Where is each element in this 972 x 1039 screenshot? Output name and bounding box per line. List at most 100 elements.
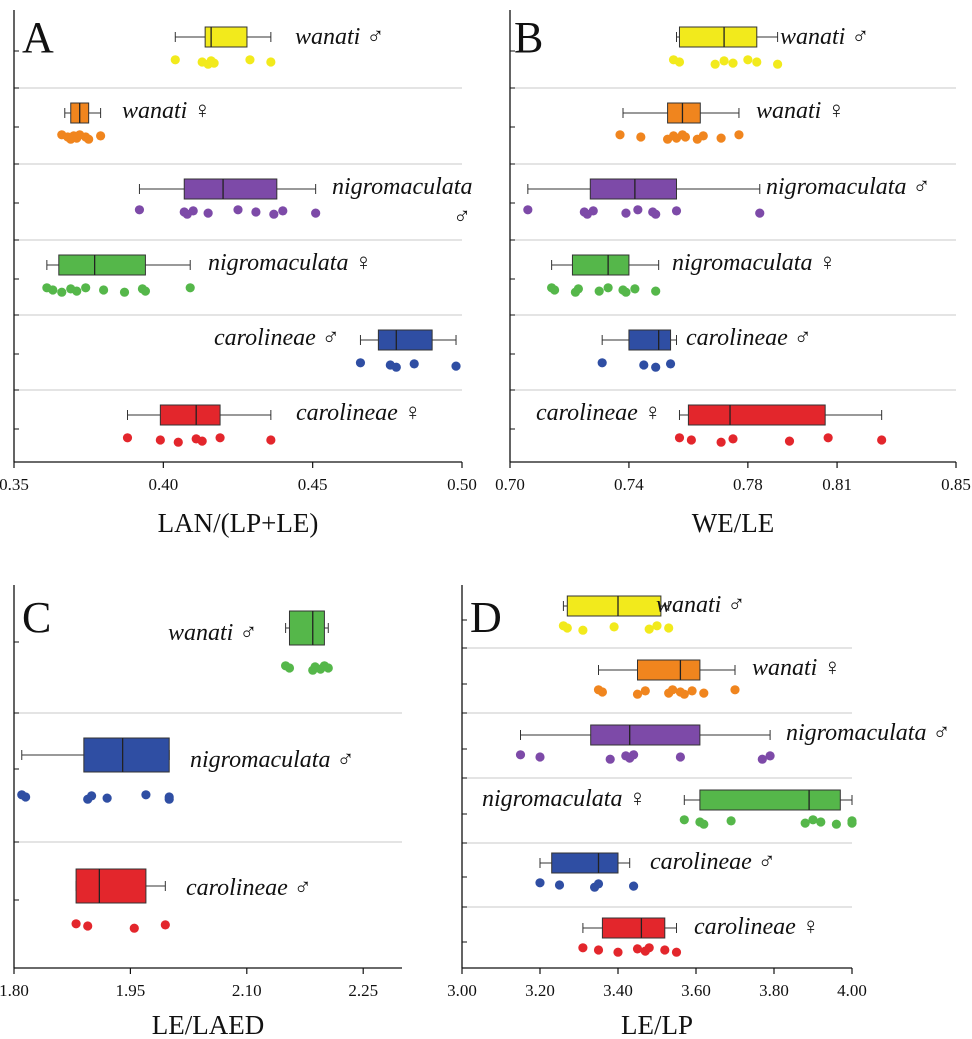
data-point bbox=[651, 362, 661, 372]
box bbox=[628, 329, 672, 351]
panel-c: 1.80 1.95 2.10 2.25 LE/LAED C wanati ♂ nigromac… bbox=[0, 585, 402, 1039]
data-point bbox=[831, 819, 842, 829]
group-label: nigromaculata ♂ bbox=[190, 747, 354, 773]
group-label: carolineae ♂ bbox=[686, 325, 812, 351]
box bbox=[589, 178, 678, 200]
box bbox=[377, 329, 433, 351]
data-point bbox=[639, 360, 649, 370]
data-point bbox=[755, 208, 765, 218]
group-carolineae-female: carolineae ♀ bbox=[122, 400, 422, 447]
group-nigromaculata-female: nigromaculata ♀ bbox=[482, 786, 857, 829]
data-point bbox=[83, 921, 93, 931]
data-point bbox=[119, 287, 130, 297]
box bbox=[551, 852, 619, 874]
group-label: wanati ♂ bbox=[780, 24, 869, 50]
data-point bbox=[679, 815, 689, 825]
group-label: wanati ♂ bbox=[656, 592, 745, 618]
x-tick-label: 3.40 bbox=[603, 981, 633, 1000]
group-label-sex: ♂ bbox=[453, 204, 471, 230]
data-point bbox=[687, 686, 697, 696]
group-wanati-male: wanati ♂ bbox=[558, 592, 745, 635]
data-point bbox=[800, 818, 810, 828]
data-point bbox=[278, 206, 288, 216]
group-label: carolineae ♀ bbox=[296, 400, 422, 426]
data-point bbox=[134, 205, 145, 215]
data-point bbox=[209, 58, 219, 68]
data-point bbox=[593, 945, 604, 955]
data-point bbox=[719, 56, 729, 66]
data-point bbox=[251, 207, 261, 217]
data-point bbox=[765, 751, 775, 761]
data-point bbox=[632, 689, 643, 699]
group-nigromaculata-male: nigromaculata ♂ bbox=[515, 720, 950, 764]
data-point bbox=[588, 206, 598, 216]
data-point bbox=[409, 359, 419, 369]
data-point bbox=[730, 685, 740, 695]
group-label: wanati ♀ bbox=[756, 98, 845, 124]
data-point bbox=[102, 793, 112, 803]
group-wanati-female: wanati ♀ bbox=[615, 98, 845, 144]
data-point bbox=[716, 437, 726, 447]
group-nigromaculata-male: nigromaculata ♂ bbox=[17, 737, 354, 804]
data-point bbox=[680, 132, 691, 142]
data-point bbox=[679, 689, 689, 699]
panel-d: 3.00 3.20 3.40 3.60 3.80 4.00 LE/LP D wanati ♂ wa… bbox=[447, 585, 950, 1039]
data-point bbox=[140, 286, 151, 296]
data-point bbox=[726, 816, 736, 826]
group-nigromaculata-male: nigromaculata ♂ bbox=[134, 174, 472, 230]
x-tick-label: 1.95 bbox=[116, 981, 146, 1000]
data-point bbox=[269, 209, 279, 219]
x-tick-label: 0.81 bbox=[822, 475, 852, 494]
x-tick-label: 1.80 bbox=[0, 981, 29, 1000]
data-point bbox=[84, 134, 94, 144]
data-point bbox=[48, 285, 58, 295]
box bbox=[571, 254, 630, 276]
data-point bbox=[129, 923, 139, 933]
x-axis-title: WE/LE bbox=[692, 508, 774, 538]
x-tick-label: 0.45 bbox=[298, 475, 328, 494]
group-carolineae-male: carolineae ♂ bbox=[597, 325, 812, 372]
group-label: carolineae ♂ bbox=[214, 325, 340, 351]
data-point bbox=[197, 436, 207, 446]
data-point bbox=[629, 881, 639, 891]
data-point bbox=[652, 621, 662, 631]
data-point bbox=[141, 790, 151, 800]
data-point bbox=[668, 685, 678, 695]
box bbox=[58, 254, 146, 276]
data-point bbox=[686, 435, 696, 445]
data-point bbox=[728, 434, 738, 444]
box bbox=[667, 102, 701, 124]
data-point bbox=[21, 792, 31, 802]
data-point bbox=[245, 55, 255, 65]
group-wanati-female: wanati ♀ bbox=[593, 655, 841, 699]
x-tick-label: 0.35 bbox=[0, 475, 29, 494]
data-point bbox=[550, 285, 560, 295]
data-point bbox=[311, 208, 321, 218]
panel-letter: A bbox=[22, 13, 54, 62]
data-point bbox=[629, 750, 639, 760]
group-label: wanati ♀ bbox=[752, 655, 841, 681]
group-label: nigromaculata ♂ bbox=[766, 174, 930, 200]
data-point bbox=[674, 57, 685, 67]
group-carolineae-female: carolineae ♀ bbox=[578, 914, 820, 957]
group-label: wanati ♂ bbox=[168, 620, 257, 646]
data-point bbox=[523, 205, 533, 215]
data-point bbox=[215, 433, 225, 443]
box bbox=[159, 404, 221, 426]
group-label: nigromaculata ♀ bbox=[482, 786, 646, 812]
data-point bbox=[57, 287, 67, 297]
group-nigromaculata-male: nigromaculata ♂ bbox=[523, 174, 930, 219]
x-tick-label: 0.85 bbox=[941, 475, 971, 494]
data-point bbox=[784, 436, 795, 446]
group-label: carolineae ♂ bbox=[186, 875, 312, 901]
data-point bbox=[535, 752, 545, 762]
group-wanati-male: wanati ♂ bbox=[170, 24, 384, 69]
data-point bbox=[164, 794, 174, 804]
data-point bbox=[621, 208, 631, 218]
data-point bbox=[81, 283, 91, 293]
data-point bbox=[554, 880, 565, 890]
data-point bbox=[573, 284, 583, 294]
data-point bbox=[515, 750, 526, 760]
data-point bbox=[847, 818, 857, 828]
data-point bbox=[734, 130, 744, 140]
